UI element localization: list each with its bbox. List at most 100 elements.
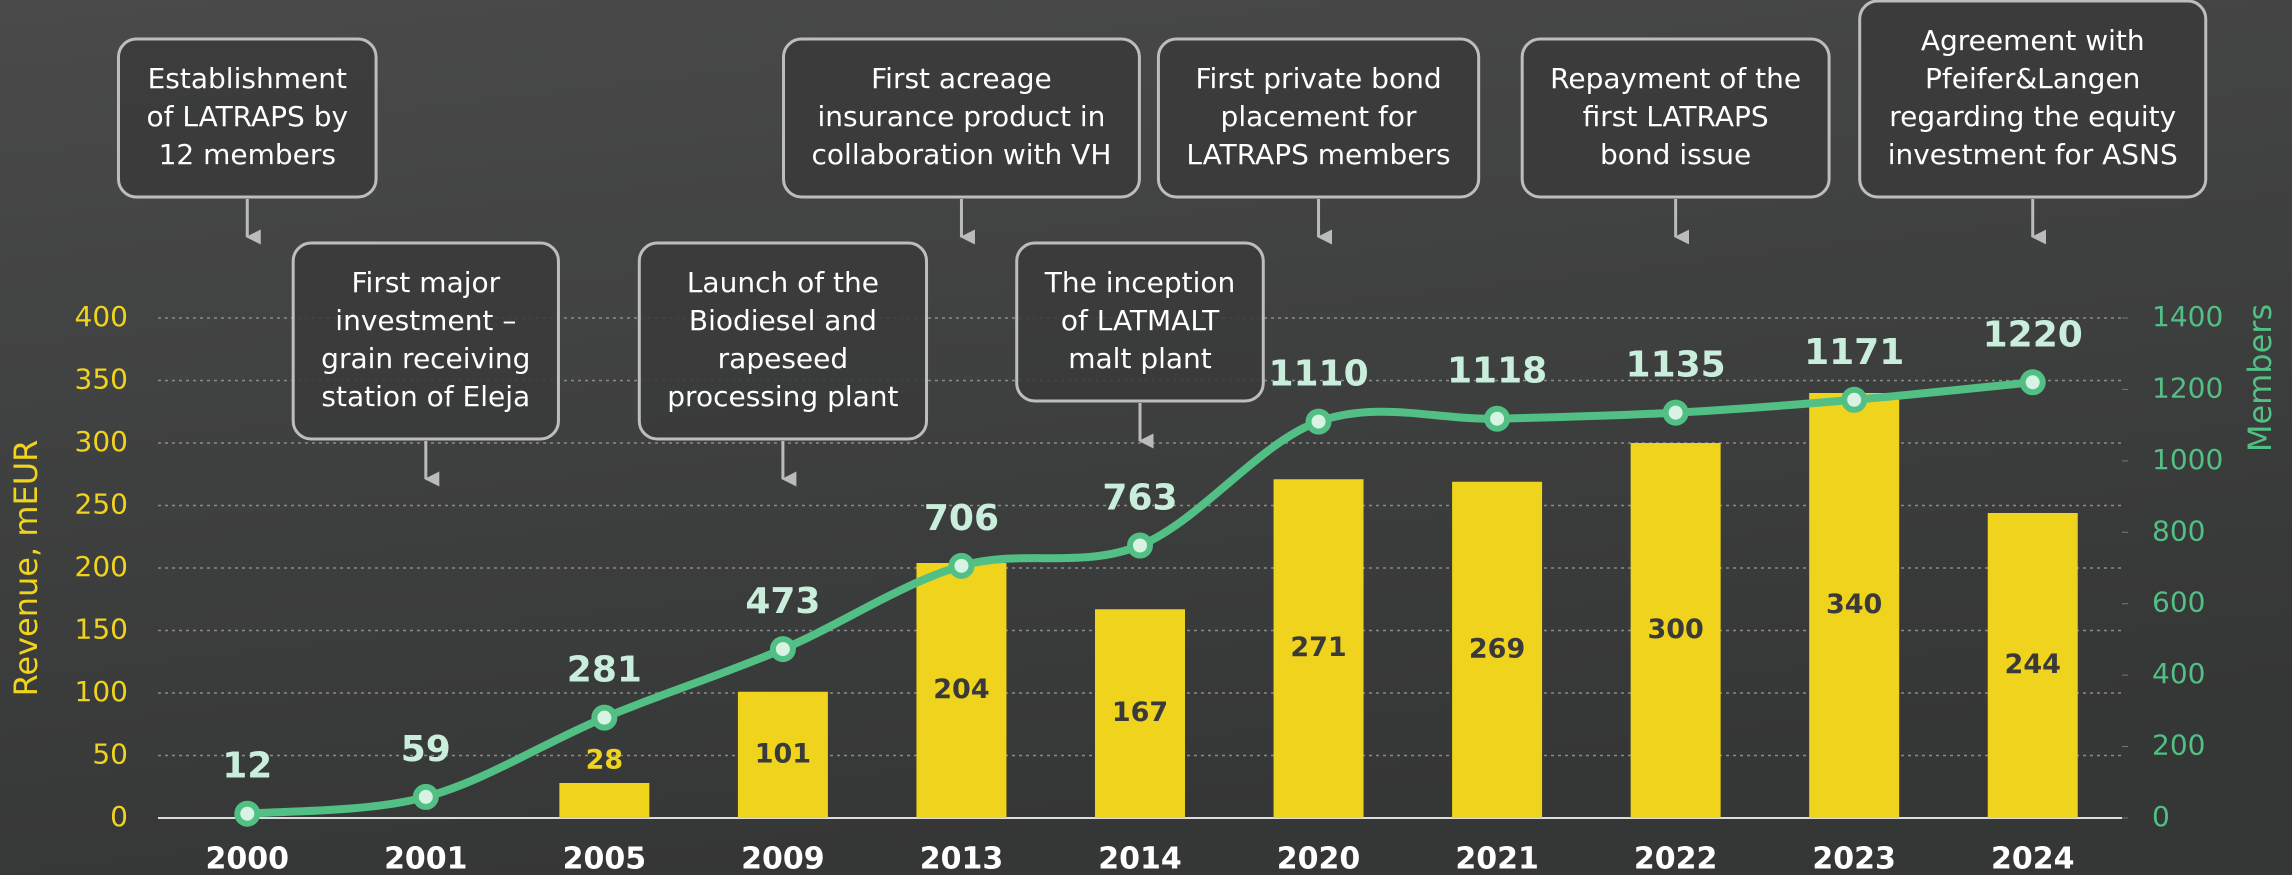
line-point <box>412 783 439 810</box>
bar <box>737 691 828 818</box>
annotation-text: bond issue <box>1600 138 1751 171</box>
annotation: First major investment – grain receiving st… <box>291 241 560 487</box>
y-tick-label: 0 <box>110 800 128 833</box>
y-tick-label: 150 <box>75 613 128 646</box>
annotation-text: investment – <box>335 304 516 337</box>
annotation-box <box>637 241 929 441</box>
annotation-box <box>1858 0 2208 199</box>
y2-tick-label: 1000 <box>2152 443 2223 476</box>
bar <box>1095 609 1185 818</box>
annotation-box <box>1015 241 1265 403</box>
bar <box>1273 479 1364 818</box>
annotation-text: rapeseed <box>718 342 848 375</box>
y-tick-label: 200 <box>75 550 128 583</box>
bar-value-label: 167 <box>1112 697 1168 728</box>
line-value-label: 1171 <box>1804 332 1904 373</box>
x-tick-label: 2000 <box>206 842 290 875</box>
y2-axis-label: Members <box>2241 304 2279 452</box>
y-tick-label: 250 <box>75 488 128 521</box>
x-tick-label: 2001 <box>384 842 468 875</box>
x-tick-label: 2024 <box>1991 842 2075 875</box>
line-point <box>2019 369 2046 396</box>
annotation: Launch of the Biodiesel and rapeseed proces… <box>637 241 929 487</box>
line-point <box>1127 532 1153 559</box>
annotation-text: placement for <box>1221 100 1417 133</box>
y-tick-label: 100 <box>75 675 128 708</box>
y-tick-label: 50 <box>92 738 128 771</box>
bar-value-label: 340 <box>1826 589 1882 620</box>
x-tick-label: 2020 <box>1277 842 1361 875</box>
x-tick-label: 2005 <box>563 842 647 875</box>
y2-tick-label: 200 <box>2152 729 2205 762</box>
annotation-box <box>291 241 560 441</box>
y-tick-label: 400 <box>75 300 128 333</box>
line-value-label: 763 <box>1102 478 1177 519</box>
annotation: The inception of LATMALT malt plant <box>1015 241 1265 449</box>
y2-tick-label: 600 <box>2152 586 2205 619</box>
line-value-label: 12 <box>222 746 272 787</box>
annotation-text: Establishment <box>148 62 347 95</box>
y2-tick-label: 1400 <box>2152 300 2223 333</box>
line-point <box>1305 408 1332 435</box>
annotation-text: regarding the equity <box>1889 100 2176 133</box>
bar-value-label: 204 <box>933 674 989 705</box>
bar-value-label: 28 <box>586 745 624 776</box>
bar <box>916 563 1007 818</box>
y2-tick-label: 1200 <box>2152 371 2223 404</box>
line-point <box>1662 399 1689 426</box>
bar <box>1630 443 1721 818</box>
annotation-text: Agreement with <box>1921 24 2145 57</box>
bar-value-label: 244 <box>2005 649 2061 680</box>
annotation-text: Launch of the <box>687 266 879 299</box>
annotation-text: First private bond <box>1195 62 1441 95</box>
x-tick-label: 2009 <box>741 842 825 875</box>
annotation-text: of LATRAPS by <box>146 100 348 133</box>
x-tick-label: 2023 <box>1812 842 1896 875</box>
line-value-label: 473 <box>745 581 820 622</box>
line-point <box>1484 405 1511 432</box>
annotation-text: First major <box>351 266 500 299</box>
bar-value-label: 101 <box>755 738 811 769</box>
bar <box>1452 481 1543 818</box>
line-point <box>1841 386 1868 413</box>
annotation-box <box>1156 37 1481 199</box>
bar-value-label: 300 <box>1647 614 1703 645</box>
line-value-label: 1135 <box>1626 345 1726 386</box>
y2-tick-label: 800 <box>2152 514 2205 547</box>
bar-value-label: 271 <box>1290 632 1346 663</box>
annotation-text: of LATMALT <box>1061 304 1220 337</box>
annotation-text: Pfeifer&Langen <box>1925 62 2140 95</box>
annotation-box <box>782 37 1141 199</box>
line-value-label: 706 <box>924 498 999 539</box>
line-point <box>948 552 975 579</box>
annotation-text: 12 members <box>159 138 336 171</box>
annotation-text: Biodiesel and <box>689 304 877 337</box>
line-value-label: 281 <box>567 650 642 691</box>
y-axis-label: Revenue, mEUR <box>7 440 45 697</box>
annotation: Establishment of LATRAPS by 12 members <box>116 37 378 245</box>
annotation-text: LATRAPS members <box>1186 138 1450 171</box>
annotation-text: investment for ASNS <box>1888 138 2178 171</box>
annotation-box <box>116 37 378 199</box>
line-value-label: 1220 <box>1983 314 2083 355</box>
annotation-text: malt plant <box>1068 342 1212 375</box>
annotation-text: First acreage <box>871 62 1052 95</box>
y2-tick-label: 0 <box>2152 800 2170 833</box>
bar <box>559 783 650 818</box>
x-tick-label: 2013 <box>920 842 1004 875</box>
annotation-text: processing plant <box>667 380 898 413</box>
bar <box>1987 513 2078 818</box>
annotation: First acreage insurance product in collabo… <box>782 37 1141 245</box>
y-tick-label: 300 <box>75 425 128 458</box>
annotation: Repayment of the first LATRAPS bond issue <box>1520 37 1831 245</box>
annotation-text: The inception <box>1044 266 1236 299</box>
line-value-label: 59 <box>401 729 451 770</box>
annotation-text: grain receiving <box>321 342 530 375</box>
annotation: First private bond placement for LATRAPS m… <box>1156 37 1481 245</box>
x-tick-label: 2014 <box>1098 842 1182 875</box>
annotation-text: insurance product in <box>817 100 1105 133</box>
bar-value-label: 269 <box>1469 633 1525 664</box>
annotation-text: Repayment of the <box>1550 62 1801 95</box>
